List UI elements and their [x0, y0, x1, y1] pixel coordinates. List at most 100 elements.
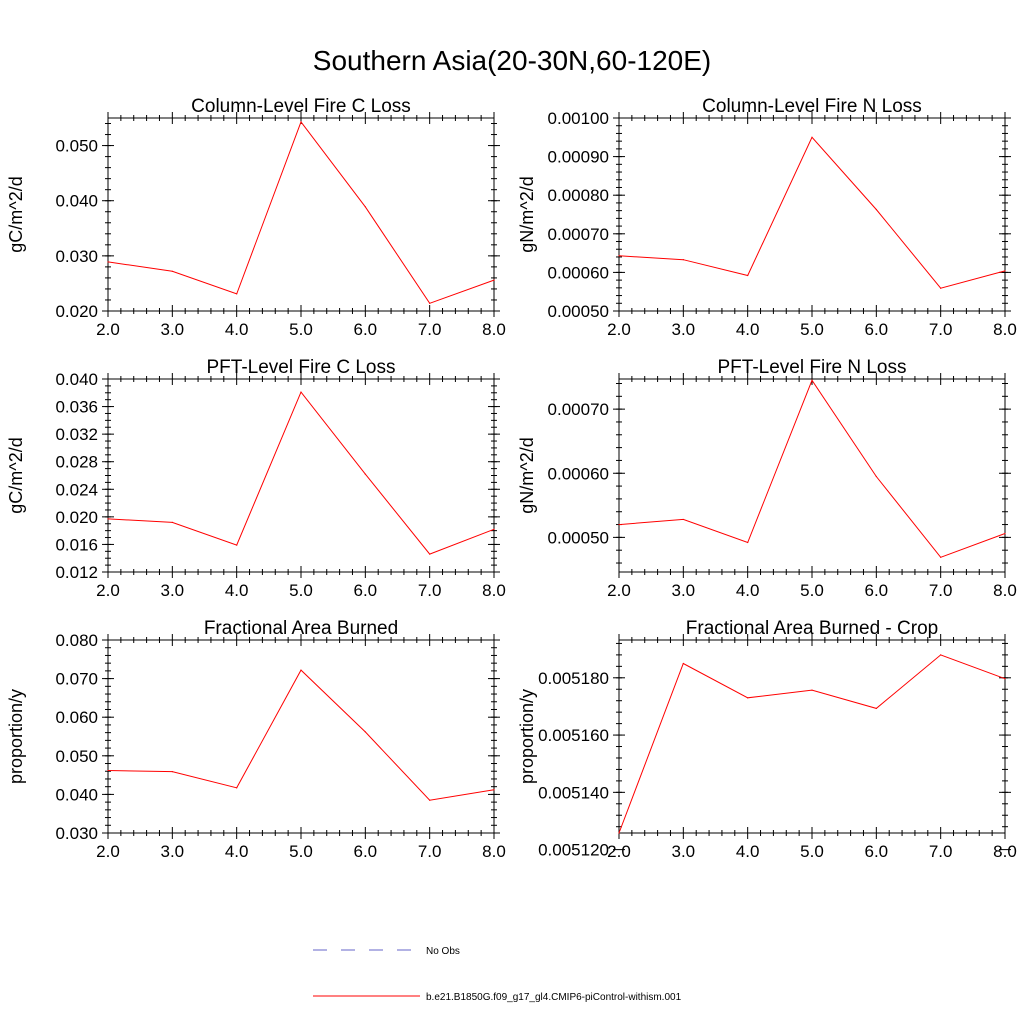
data-point [1004, 532, 1006, 535]
data-point [682, 662, 684, 665]
data-point [107, 518, 109, 520]
y-tick-label: 0.00080 [548, 186, 609, 205]
data-point [1004, 270, 1006, 272]
x-tick-label: 4.0 [736, 842, 760, 861]
y-tick-label: 0.050 [55, 747, 98, 766]
x-tick-label: 3.0 [672, 581, 696, 600]
data-point [171, 521, 173, 523]
y-tick-label: 0.005160 [538, 726, 609, 745]
panel-title: PFT-Level Fire C Loss [207, 357, 396, 378]
y-tick-label: 0.030 [55, 247, 98, 266]
y-tick-label: 0.00100 [548, 109, 609, 128]
data-point [300, 669, 302, 671]
x-tick-label: 6.0 [865, 581, 889, 600]
x-tick-label: 2.0 [96, 581, 120, 600]
legend-label-model-run: b.e21.B1850G.f09_g17_gl4.CMIP6-piControl… [426, 992, 682, 1003]
y-tick-label: 0.00090 [548, 148, 609, 167]
y-tick-label: 0.036 [55, 398, 98, 417]
data-point [811, 136, 813, 138]
series-line [618, 136, 1006, 289]
x-tick-label: 3.0 [161, 581, 185, 600]
data-point [429, 799, 431, 801]
chart-panel: Column-Level Fire N Loss gN/m^2/d 2.0 3.0 4.… [517, 96, 1017, 339]
x-tick-label: 5.0 [800, 842, 824, 861]
x-tick-label: 2.0 [96, 842, 120, 861]
data-point [875, 208, 877, 211]
data-point [300, 391, 302, 393]
y-axis-label: proportion/y [6, 689, 26, 784]
y-tick-label: 0.016 [55, 535, 98, 554]
data-point [618, 523, 620, 526]
y-tick-label: 0.00060 [548, 464, 609, 483]
data-point [747, 697, 749, 699]
data-point [747, 541, 749, 544]
data-point [429, 553, 431, 555]
data-point [493, 279, 495, 281]
y-tick-label: 0.00060 [548, 263, 609, 282]
y-tick-label: 0.005120 [538, 841, 609, 860]
y-tick-label: 0.040 [55, 192, 98, 211]
chart-panel: PFT-Level Fire C Loss gC/m^2/d 2.0 3.0 4.0 5.… [6, 357, 506, 600]
data-point [875, 707, 877, 710]
panel-title: Fractional Area Burned [204, 618, 398, 639]
figure-title: Southern Asia(20-30N,60-120E) [313, 45, 711, 76]
y-tick-label: 0.080 [55, 631, 98, 650]
plot-frame [618, 117, 1006, 312]
y-tick-label: 0.020 [55, 508, 98, 527]
x-tick-label: 4.0 [225, 842, 249, 861]
data-point [618, 832, 620, 834]
panel-title: Column-Level Fire N Loss [702, 96, 922, 117]
data-point [747, 274, 749, 277]
series-line [107, 669, 495, 801]
x-tick-label: 8.0 [482, 581, 506, 600]
data-point [682, 518, 684, 521]
x-tick-label: 6.0 [865, 320, 889, 339]
x-tick-label: 6.0 [354, 320, 378, 339]
x-tick-label: 2.0 [607, 320, 631, 339]
data-point [171, 771, 173, 773]
y-tick-label: 0.012 [55, 563, 98, 582]
data-point [171, 270, 173, 272]
x-tick-label: 2.0 [96, 320, 120, 339]
panel-title: PFT-Level Fire N Loss [718, 357, 907, 378]
x-tick-label: 8.0 [482, 842, 506, 861]
y-tick-label: 0.00050 [548, 302, 609, 321]
data-point [1004, 678, 1006, 680]
y-tick-label: 0.070 [55, 670, 98, 689]
series-line [618, 379, 1006, 558]
panel-title: Fractional Area Burned - Crop [686, 618, 938, 639]
data-point [811, 379, 813, 381]
data-point [940, 654, 942, 656]
y-tick-label: 0.00070 [548, 225, 609, 244]
series-line [107, 120, 495, 304]
data-point [107, 261, 109, 263]
data-point [429, 302, 431, 304]
x-tick-label: 4.0 [225, 320, 249, 339]
x-tick-label: 3.0 [672, 842, 696, 861]
x-tick-label: 2.0 [607, 842, 631, 861]
data-point [682, 259, 684, 261]
x-tick-label: 6.0 [354, 581, 378, 600]
y-axis-label: gC/m^2/d [6, 176, 26, 252]
chart-panel: PFT-Level Fire N Loss gN/m^2/d 2.0 3.0 4.0 5.… [517, 357, 1017, 600]
plot-frame [618, 378, 1006, 573]
y-axis-label: gN/m^2/d [517, 176, 537, 252]
x-tick-label: 5.0 [289, 842, 313, 861]
y-tick-label: 0.005180 [538, 669, 609, 688]
x-tick-label: 5.0 [289, 581, 313, 600]
x-tick-label: 6.0 [865, 842, 889, 861]
data-point [236, 544, 238, 546]
chart-panel: Fractional Area Burned - Crop proportion/… [517, 618, 1017, 861]
legend: No Obs b.e21.B1850G.f09_g17_gl4.CMIP6-pi… [313, 946, 682, 1003]
data-point [875, 475, 877, 478]
x-tick-label: 7.0 [418, 581, 442, 600]
x-tick-label: 8.0 [993, 842, 1017, 861]
x-tick-label: 3.0 [672, 320, 696, 339]
x-tick-label: 7.0 [418, 842, 442, 861]
x-tick-label: 5.0 [800, 581, 824, 600]
plot-frame [107, 117, 495, 312]
x-tick-label: 5.0 [800, 320, 824, 339]
y-axis-label: gC/m^2/d [6, 437, 26, 513]
y-tick-label: 0.032 [55, 425, 98, 444]
data-point [300, 121, 302, 123]
